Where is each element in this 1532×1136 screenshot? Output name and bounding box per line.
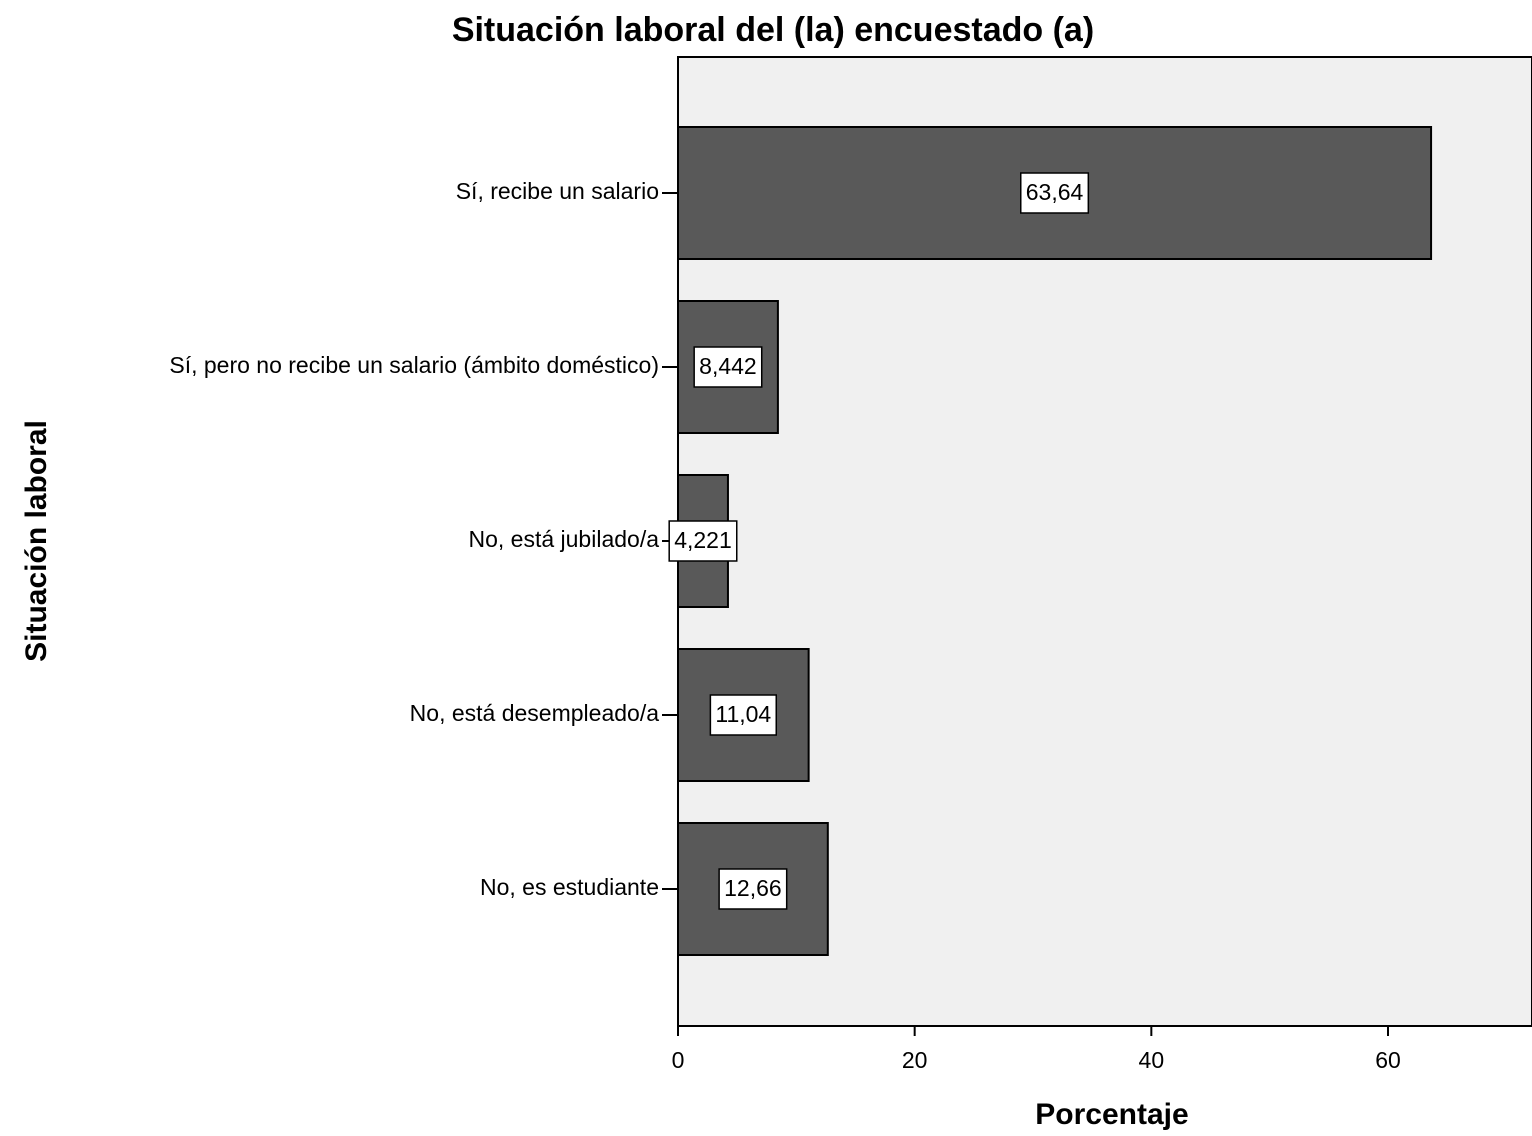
value-label-box bbox=[709, 694, 777, 736]
y-axis-title: Situación laboral bbox=[20, 420, 53, 662]
y-tick-label: No, está jubilado/a bbox=[468, 526, 659, 552]
x-tick-label: 20 bbox=[902, 1047, 928, 1073]
y-tick-label: Sí, pero no recibe un salario (ámbito do… bbox=[169, 352, 659, 378]
x-tick-label: 40 bbox=[1139, 1047, 1165, 1073]
x-tick-label: 0 bbox=[672, 1047, 685, 1073]
x-axis-title: Porcentaje bbox=[1035, 1098, 1188, 1131]
chart-title: Situación laboral del (la) encuestado (a… bbox=[452, 11, 1094, 49]
x-tick-label: 60 bbox=[1375, 1047, 1401, 1073]
value-label-box bbox=[693, 346, 763, 388]
value-label: 63,64 bbox=[1026, 179, 1084, 205]
value-label-box bbox=[668, 520, 738, 562]
value-label: 4,221 bbox=[674, 527, 732, 553]
value-label: 11,04 bbox=[715, 701, 771, 727]
value-label: 12,66 bbox=[724, 875, 782, 901]
y-tick-label: No, está desempleado/a bbox=[410, 700, 660, 726]
value-label-box bbox=[718, 868, 788, 910]
value-label-box bbox=[1020, 172, 1090, 214]
y-tick-label: No, es estudiante bbox=[480, 874, 659, 900]
value-label: 8,442 bbox=[699, 353, 757, 379]
bar bbox=[677, 126, 1433, 260]
y-tick-label: Sí, recibe un salario bbox=[456, 178, 659, 204]
